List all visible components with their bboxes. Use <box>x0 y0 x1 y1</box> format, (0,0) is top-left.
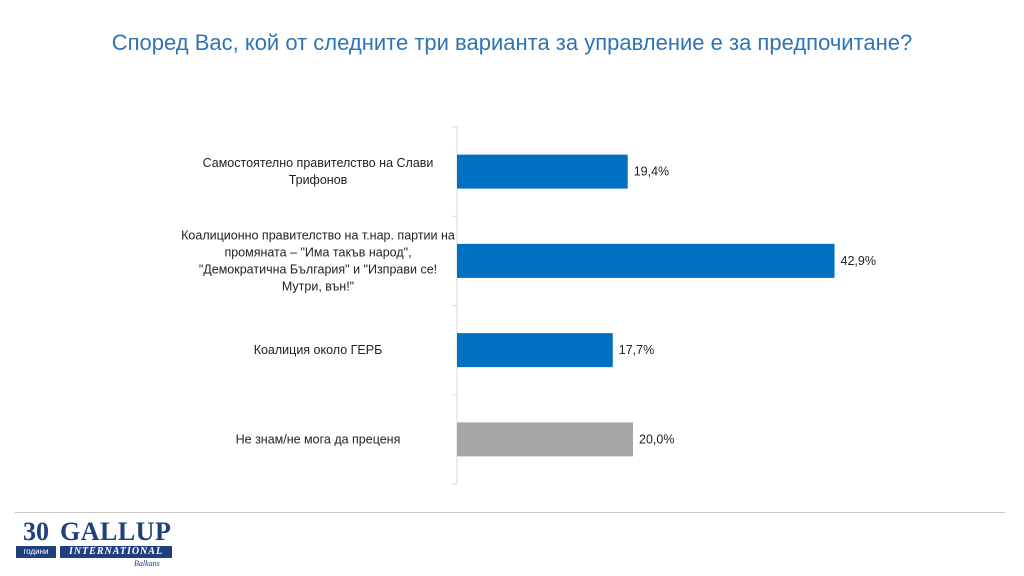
category-label: Не знам/не мога да преценя <box>236 432 401 446</box>
bar-chart: 19,4% Самостоятелно правителство на Слави… <box>181 126 876 485</box>
category-label: Коалиция около ГЕРБ <box>254 343 383 357</box>
category-label: Коалиционно правителство на т.нар. парти… <box>181 228 455 293</box>
axis-layer <box>452 126 458 485</box>
category-label-line: Коалиционно правителство на т.нар. парти… <box>181 228 455 242</box>
bar <box>457 422 633 457</box>
logo-international: INTERNATIONAL <box>60 546 172 558</box>
category-label-line: "Демократична България" и "Изправи се! <box>199 262 437 276</box>
footer-divider <box>15 512 1005 513</box>
logo-years: години <box>16 546 56 558</box>
data-label: 20,0% <box>639 432 674 446</box>
data-label: 42,9% <box>841 254 876 268</box>
logo-region: Balkans <box>134 559 160 568</box>
category-label-line: промяната – "Има такъв народ", <box>224 245 411 259</box>
bar <box>457 154 628 189</box>
category-label-line: Мутри, вън!" <box>282 279 354 293</box>
category-label-line: Коалиция около ГЕРБ <box>254 343 383 357</box>
category-label-line: Не знам/не мога да преценя <box>236 432 401 446</box>
chart-title: Според Вас, кой от следните три варианта… <box>111 30 913 55</box>
bars-layer <box>457 154 835 457</box>
data-label: 19,4% <box>634 165 669 179</box>
logo-number: 30 <box>16 518 56 546</box>
category-label-line: Трифонов <box>289 173 348 187</box>
bar <box>457 243 835 278</box>
category-label: Самостоятелно правителство на Слави Трифо… <box>203 156 434 187</box>
bar <box>457 333 613 368</box>
data-label: 17,7% <box>619 343 654 357</box>
labels-layer: 19,4% Самостоятелно правителство на Слави… <box>181 156 876 446</box>
logo-name: GALLUP <box>60 517 172 546</box>
category-label-line: Самостоятелно правителство на Слави <box>203 156 434 170</box>
gallup-logo: 30 години GALLUP INTERNATIONAL Balkans <box>16 518 176 570</box>
